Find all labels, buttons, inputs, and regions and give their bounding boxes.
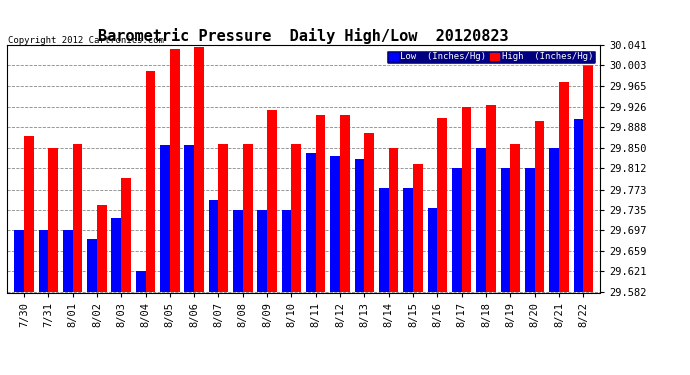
Bar: [535, 121, 544, 292]
Bar: [243, 144, 253, 292]
Bar: [194, 46, 204, 292]
Bar: [511, 144, 520, 292]
Bar: [413, 164, 423, 292]
Bar: [559, 82, 569, 292]
Bar: [48, 148, 58, 292]
Bar: [583, 62, 593, 292]
Bar: [573, 119, 583, 292]
Bar: [257, 210, 267, 292]
Bar: [364, 133, 374, 292]
Bar: [525, 168, 535, 292]
Bar: [112, 218, 121, 292]
Bar: [24, 136, 34, 292]
Bar: [233, 210, 243, 292]
Bar: [379, 188, 388, 292]
Bar: [184, 145, 194, 292]
Bar: [121, 178, 131, 292]
Title: Barometric Pressure  Daily High/Low  20120823: Barometric Pressure Daily High/Low 20120…: [98, 28, 509, 44]
Bar: [72, 144, 82, 292]
Bar: [219, 144, 228, 292]
Bar: [340, 114, 350, 292]
Bar: [486, 105, 495, 292]
Bar: [500, 168, 511, 292]
Bar: [452, 168, 462, 292]
Bar: [316, 114, 326, 292]
Bar: [282, 210, 291, 292]
Bar: [428, 209, 437, 292]
Bar: [437, 118, 447, 292]
Bar: [549, 148, 559, 292]
Bar: [97, 205, 107, 292]
Text: Copyright 2012 Cartronics.com: Copyright 2012 Cartronics.com: [8, 36, 164, 45]
Legend: Low  (Inches/Hg), High  (Inches/Hg): Low (Inches/Hg), High (Inches/Hg): [386, 50, 595, 64]
Bar: [267, 110, 277, 292]
Bar: [160, 145, 170, 292]
Bar: [39, 231, 48, 292]
Bar: [306, 153, 316, 292]
Bar: [136, 272, 146, 292]
Bar: [291, 144, 301, 292]
Bar: [87, 238, 97, 292]
Bar: [462, 107, 471, 292]
Bar: [355, 159, 364, 292]
Bar: [388, 148, 398, 292]
Bar: [209, 200, 219, 292]
Bar: [476, 148, 486, 292]
Bar: [146, 71, 155, 292]
Bar: [404, 188, 413, 292]
Bar: [63, 231, 72, 292]
Bar: [331, 156, 340, 292]
Bar: [14, 231, 24, 292]
Bar: [170, 49, 179, 292]
